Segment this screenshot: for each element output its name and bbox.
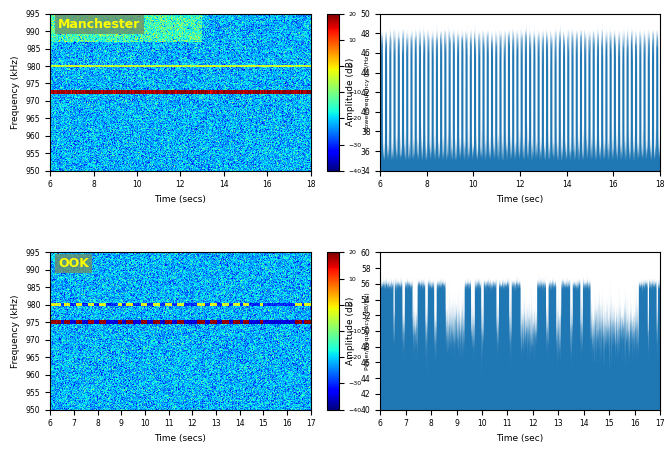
X-axis label: Time (sec): Time (sec) [496, 434, 544, 443]
Y-axis label: Power/frequency (dB/Hz): Power/frequency (dB/Hz) [364, 53, 370, 131]
Y-axis label: Power/frequency (dB/Hz): Power/frequency (dB/Hz) [364, 292, 370, 370]
X-axis label: Time (sec): Time (sec) [496, 195, 544, 204]
Text: OOK: OOK [58, 257, 89, 270]
X-axis label: Time (secs): Time (secs) [155, 195, 206, 204]
Y-axis label: Frequency (kHz): Frequency (kHz) [11, 294, 20, 368]
X-axis label: Time (secs): Time (secs) [155, 434, 206, 443]
Y-axis label: Amplitude (dB): Amplitude (dB) [346, 297, 355, 365]
Text: Manchester: Manchester [58, 18, 141, 31]
Y-axis label: Frequency (kHz): Frequency (kHz) [11, 56, 20, 129]
Y-axis label: Amplitude (dB): Amplitude (dB) [346, 58, 355, 126]
